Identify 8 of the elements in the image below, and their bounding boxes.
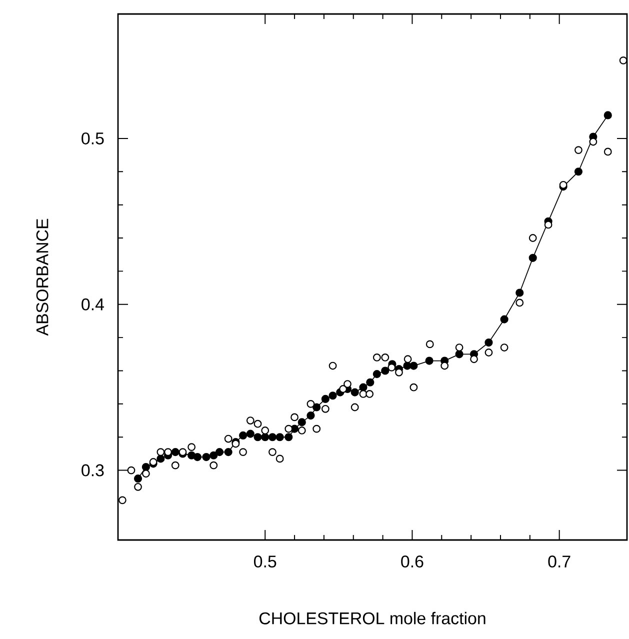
y-tick-label: 0.5 [82, 132, 104, 144]
x-tick-label: 0.5 [254, 556, 276, 568]
x-tick-label: 0.7 [548, 556, 570, 568]
y-tick-label: 0.3 [82, 464, 104, 476]
x-axis-title: CHOLESTEROL mole fraction [259, 612, 486, 624]
x-tick-label: 0.6 [401, 556, 424, 568]
y-axis-title: ABSORBANCE [36, 218, 48, 336]
y-tick-label: 0.4 [82, 298, 104, 310]
